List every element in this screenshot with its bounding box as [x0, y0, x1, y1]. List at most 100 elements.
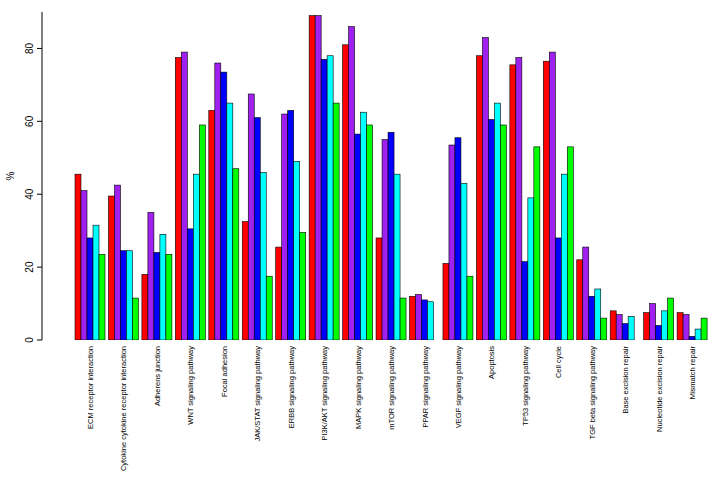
bar [215, 63, 221, 340]
chart: 020406080%ECM receptor interactionCytoki… [0, 0, 720, 500]
bar [628, 316, 634, 340]
bar [288, 110, 294, 340]
x-tick-label: Cytokine cytokine receptor interaction [119, 346, 128, 471]
bar [494, 103, 500, 340]
bar [394, 174, 400, 340]
bar [367, 125, 373, 340]
bar [166, 254, 172, 340]
bar [209, 110, 215, 340]
bar [361, 112, 367, 340]
x-tick-label: MAPK signaling pathway [354, 346, 363, 429]
bar [522, 262, 528, 340]
bar [260, 172, 266, 340]
bar [99, 254, 105, 340]
bar [108, 196, 114, 340]
bar [87, 238, 93, 340]
bar [276, 247, 282, 340]
bar [589, 296, 595, 340]
bar [126, 251, 132, 340]
bar [187, 229, 193, 340]
bar [467, 276, 473, 340]
bar [221, 72, 227, 340]
bar [227, 103, 233, 340]
bar [683, 314, 689, 340]
bar [650, 304, 656, 340]
bar [148, 212, 154, 340]
bar [400, 298, 406, 340]
bar [476, 56, 482, 340]
x-tick-label: VEGF signaling pathway [454, 346, 463, 428]
y-axis [42, 12, 43, 340]
y-axis-label: % [5, 171, 16, 180]
bar [132, 298, 138, 340]
bar [120, 251, 126, 340]
bar [254, 118, 260, 340]
bar [321, 59, 327, 340]
bar [309, 16, 315, 340]
x-tick-label: Adherens junction [153, 346, 162, 406]
bar [601, 318, 607, 340]
bar [410, 296, 416, 340]
bar [154, 253, 160, 340]
bar [701, 318, 707, 340]
bar [534, 147, 540, 340]
bar [242, 222, 248, 340]
bar [510, 65, 516, 340]
bar [482, 38, 488, 340]
x-tick-label: Cell cycle [554, 346, 563, 378]
y-tick [37, 194, 42, 195]
x-tick-label: JAK/STAT signaling pathway [253, 346, 262, 442]
bar [160, 234, 166, 340]
bar [333, 103, 339, 340]
x-tick-label: WNT signaling pathway [186, 346, 195, 425]
bar [610, 311, 616, 340]
bar [622, 324, 628, 340]
bar [349, 27, 355, 340]
bar [422, 300, 428, 340]
bar [577, 260, 583, 340]
bar [315, 16, 321, 340]
bar [181, 52, 187, 340]
y-tick-label: 40 [24, 188, 35, 200]
y-tick [37, 267, 42, 268]
y-tick [37, 121, 42, 122]
x-tick-label: PPAR signaling pathway [421, 346, 430, 428]
x-tick-label: Mismatch repair [688, 346, 697, 400]
y-tick [37, 48, 42, 49]
x-tick-label: Base excision repair [621, 346, 630, 414]
bar [516, 58, 522, 340]
bar [695, 329, 701, 340]
bar [689, 336, 695, 340]
bar [343, 45, 349, 340]
bar [75, 174, 81, 340]
bar [455, 138, 461, 340]
bar [114, 185, 120, 340]
bar [668, 298, 674, 340]
bar [634, 340, 640, 341]
bar [282, 114, 288, 340]
bar [434, 340, 440, 341]
bar [595, 289, 601, 340]
x-tick-label: TP53 signaling pathway [521, 346, 530, 426]
bar [416, 294, 422, 340]
bar [443, 263, 449, 340]
bar [248, 94, 254, 340]
bar [175, 58, 181, 340]
bar [294, 161, 300, 340]
bar [662, 311, 668, 340]
bar [549, 52, 555, 340]
bar [567, 147, 573, 340]
y-tick-label: 80 [24, 42, 35, 54]
bar [543, 61, 549, 340]
x-tick-label: PI3K/AKT signaling pathway [320, 346, 329, 441]
bar [528, 198, 534, 340]
x-tick-label: Focal adhesion [220, 346, 229, 397]
bar [561, 174, 567, 340]
bar [488, 120, 494, 340]
bar [199, 125, 205, 340]
x-tick-label: Nucleotide excision repair [655, 346, 664, 432]
x-tick-label: mTOR signaling pathway [387, 346, 396, 430]
y-tick-label: 0 [24, 337, 35, 343]
x-tick-label: TGF beta signaling pathway [588, 346, 597, 440]
bar [388, 132, 394, 340]
